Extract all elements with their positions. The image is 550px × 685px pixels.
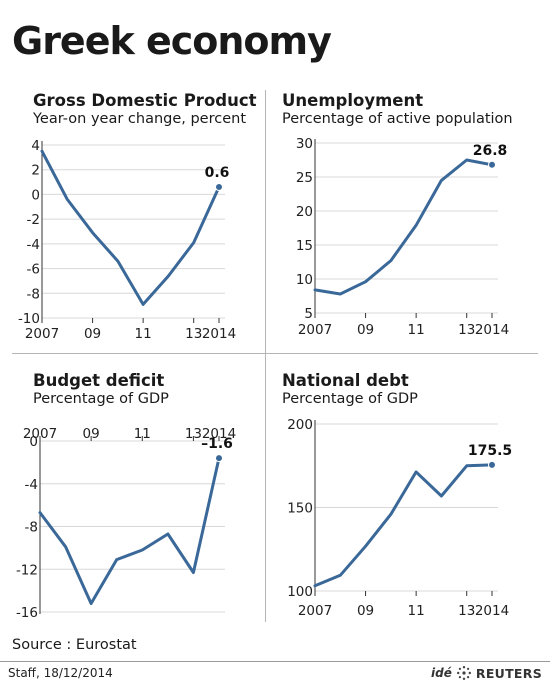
credit-line: Staff, 18/12/2014 [8, 666, 113, 680]
unemployment-x-tick-label: 11 [408, 322, 425, 338]
deficit-y-tick-label: -8 [25, 520, 38, 536]
unemployment-y-tick-label: 20 [296, 204, 313, 220]
deficit-x-tick-label: 2014 [202, 426, 236, 442]
gdp-y-tick-label: -10 [18, 311, 40, 327]
deficit-subtitle: Percentage of GDP [33, 391, 169, 407]
deficit-y-tick-label: 0 [29, 434, 38, 450]
deficit-title: Budget deficit [33, 371, 165, 390]
unemployment-x-tick-label: 09 [357, 322, 374, 338]
gdp-y-tick-label: -6 [27, 262, 40, 278]
gdp-y-tick-label: -4 [27, 237, 40, 253]
gdp-y-tick-label: 0 [31, 187, 40, 203]
debt-end-point [488, 460, 496, 469]
unemployment-x-tick-label: 13 [458, 322, 475, 338]
brand-logo: idé REUTERS [431, 665, 542, 681]
brand-ide-text: idé [431, 666, 452, 680]
gdp-x-tick-label: 09 [84, 326, 101, 342]
debt-x-tick-label: 13 [458, 603, 475, 619]
brand-reuters-text: REUTERS [475, 665, 542, 681]
unemployment-data-label: 26.8 [473, 143, 508, 159]
unemployment-x-tick-label: 2014 [475, 322, 509, 338]
page-title: Greek economy [12, 19, 332, 63]
unemployment-end-point [488, 160, 496, 169]
gdp-y-tick-label: 2 [31, 163, 40, 179]
debt-x-tick-label: 2007 [298, 603, 332, 619]
gdp-x-tick-label: 13 [185, 326, 202, 342]
unemployment-x-tick-label: 2007 [298, 322, 332, 338]
deficit-y-tick-label: -12 [16, 562, 38, 578]
deficit-data-label: –1.6 [201, 436, 233, 452]
gdp-data-label: 0.6 [205, 165, 230, 181]
gdp-y-tick-label: -8 [27, 286, 40, 302]
gdp-x-tick-label: 2007 [25, 326, 59, 342]
debt-subtitle: Percentage of GDP [282, 391, 418, 407]
unemployment-title: Unemployment [282, 91, 424, 110]
gdp-series-line [40, 149, 221, 306]
debt-x-tick-label: 11 [408, 603, 425, 619]
unemployment-y-tick-label: 10 [296, 272, 313, 288]
deficit-y-tick-label: -16 [16, 605, 38, 621]
debt-x-tick-label: 2014 [475, 603, 509, 619]
unemployment-y-tick-label: 5 [304, 306, 313, 322]
gdp-x-tick-label: 11 [135, 326, 152, 342]
deficit-series-line [38, 456, 221, 605]
unemployment-subtitle: Percentage of active population [282, 111, 513, 127]
vertical-divider [265, 90, 266, 622]
unemployment-y-tick-label: 25 [296, 170, 313, 186]
deficit-x-tick-label: 13 [185, 426, 202, 442]
debt-title: National debt [282, 371, 409, 390]
debt-data-label: 175.5 [468, 443, 512, 459]
gdp-x-tick-label: 2014 [202, 326, 236, 342]
debt-series-line [313, 463, 494, 588]
gdp-y-tick-label: 4 [31, 138, 40, 154]
gdp-subtitle: Year-on year change, percent [33, 111, 247, 127]
footer-divider [0, 661, 550, 662]
gdp-y-tick-label: -2 [27, 212, 40, 228]
gdp-end-point [215, 183, 223, 192]
deficit-y-tick-label: -4 [25, 477, 38, 493]
debt-y-tick-label: 200 [287, 417, 313, 433]
deficit-x-tick-label: 2007 [23, 426, 57, 442]
deficit-x-tick-label: 09 [83, 426, 100, 442]
unemployment-y-tick-label: 30 [296, 136, 313, 152]
reuters-logo-icon [456, 666, 471, 680]
deficit-x-tick-label: 11 [134, 426, 151, 442]
deficit-end-point [215, 454, 223, 463]
unemployment-series-line [313, 158, 494, 296]
source-note: Source : Eurostat [12, 637, 137, 653]
horizontal-divider [12, 353, 538, 354]
debt-x-tick-label: 09 [357, 603, 374, 619]
debt-y-tick-label: 150 [287, 501, 313, 517]
debt-y-tick-label: 100 [287, 584, 313, 600]
gdp-title: Gross Domestic Product [33, 91, 257, 110]
unemployment-y-tick-label: 15 [296, 238, 313, 254]
